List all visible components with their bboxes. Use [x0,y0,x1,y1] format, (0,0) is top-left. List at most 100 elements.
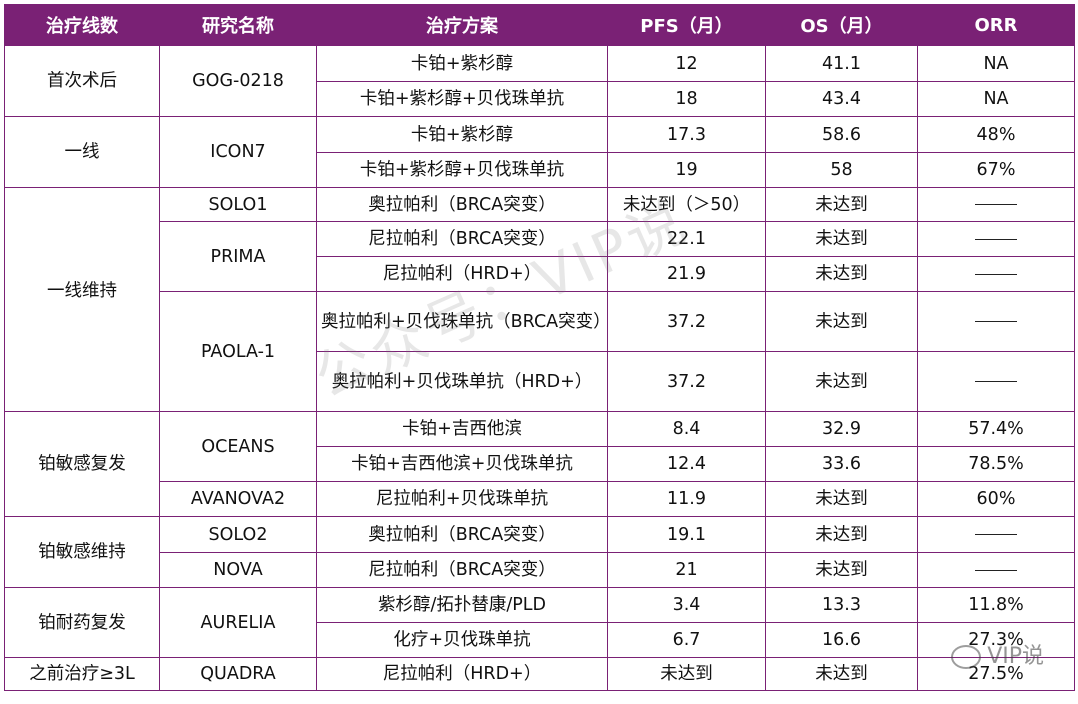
regimen-cell: 奥拉帕利+贝伐珠单抗（BRCA突变） [316,291,611,352]
orr-cell: 27.3% [917,622,1075,658]
orr-cell: 48% [917,116,1075,153]
os-cell: 未达到 [765,221,918,257]
orr-cell: 27.5% [917,657,1075,691]
header-os: OS（月） [765,4,918,46]
trial-table: 治疗线数 研究名称 治疗方案 PFS（月） OS（月） ORR 首次术后 GOG… [4,4,1075,691]
os-cell: 13.3 [765,587,918,623]
table-row: 铂敏感复发 OCEANS 卡铂+吉西他滨 8.4 32.9 57.4% [4,411,1075,517]
orr-cell [917,187,1075,222]
orr-cell [917,256,1075,292]
regimen-cell: 尼拉帕利（HRD+） [316,657,608,691]
table-row: PAOLA-1 奥拉帕利+贝伐珠单抗（BRCA突变） 37.2 未达到 [5,291,1075,412]
study-cell: PAOLA-1 [159,291,317,412]
os-cell: 58.6 [765,116,918,153]
regimen-cell: 奥拉帕利+贝伐珠单抗（HRD+） [316,351,608,412]
table-row: 化疗+贝伐珠单抗 6.7 16.6 27.3% [5,622,1075,658]
pfs-cell: 12 [607,45,766,82]
orr-cell: 11.8% [917,587,1075,623]
header-orr: ORR [917,4,1075,46]
study-cell: QUADRA [159,657,317,691]
pfs-cell: 未达到（＞50） [607,187,766,222]
header-study: 研究名称 [159,4,317,46]
line-cell: 首次术后 [4,45,160,117]
pfs-cell: 17.3 [607,116,766,153]
header-row: 治疗线数 研究名称 治疗方案 PFS（月） OS（月） ORR [4,4,1075,46]
line-cell: 铂耐药复发 [4,587,160,658]
orr-cell [917,291,1075,352]
pfs-cell: 未达到 [607,657,766,691]
regimen-cell: 卡铂+紫杉醇 [316,45,608,82]
table-row: 尼拉帕利（HRD+） 21.9 未达到 [5,256,1075,292]
os-cell: 未达到 [765,256,918,292]
orr-cell: 78.5% [917,446,1075,482]
pfs-cell: 6.7 [607,622,766,658]
table-row: 首次术后 GOG-0218 卡铂+紫杉醇 12 41.1 NA [4,45,1075,117]
regimen-cell: 卡铂+吉西他滨+贝伐珠单抗 [316,446,608,482]
pfs-cell: 8.4 [607,411,766,447]
line-cell: 一线维持 [4,187,160,412]
os-cell: 32.9 [765,411,918,447]
header-pfs: PFS（月） [607,4,766,46]
regimen-cell: 卡铂+紫杉醇+贝伐珠单抗 [316,152,608,188]
dash-mark [975,238,1017,240]
orr-cell: NA [917,45,1075,82]
table-row: 之前治疗≥3L QUADRA 尼拉帕利（HRD+） 未达到 未达到 27.5% [4,657,1075,691]
orr-cell: 60% [917,481,1075,517]
os-cell: 未达到 [765,291,918,352]
pfs-cell: 18 [607,81,766,117]
dash-mark [975,534,1017,535]
dash-mark [975,381,1017,382]
regimen-cell: 卡铂+吉西他滨 [316,411,608,447]
pfs-cell: 19.1 [607,516,766,553]
study-cell: AVANOVA2 [159,481,317,517]
table-row: 一线维持 SOLO1 奥拉帕利（BRCA突变） 未达到（＞50） 未达到 [4,187,1075,412]
pfs-cell: 11.9 [607,481,766,517]
os-cell: 58 [765,152,918,188]
dash-mark [975,273,1017,275]
table-row: AVANOVA2 尼拉帕利+贝伐珠单抗 11.9 未达到 60% [5,481,1075,517]
study-cell: PRIMA [159,221,317,292]
study-cell: SOLO2 [159,516,317,553]
regimen-cell: 卡铂+紫杉醇 [316,116,608,153]
line-cell: 之前治疗≥3L [4,657,160,691]
os-cell: 未达到 [765,351,918,412]
os-cell: 未达到 [765,516,918,553]
os-cell: 41.1 [765,45,918,82]
regimen-cell: 尼拉帕利（BRCA突变） [316,552,608,588]
dash-mark [975,569,1017,571]
line-cell: 一线 [4,116,160,188]
pfs-cell: 37.2 [607,351,766,412]
os-cell: 16.6 [765,622,918,658]
line-cell: 铂敏感复发 [4,411,160,517]
pfs-cell: 19 [607,152,766,188]
table-row: PRIMA 尼拉帕利（BRCA突变） 22.1 未达到 [5,221,1075,292]
dash-mark [975,321,1017,322]
header-regimen: 治疗方案 [316,4,608,46]
regimen-cell: 紫杉醇/拓扑替康/PLD [316,587,608,623]
study-cell: ICON7 [159,116,317,188]
regimen-cell: 奥拉帕利（BRCA突变） [316,187,608,222]
orr-cell [917,221,1075,257]
dash-mark [975,204,1017,205]
os-cell: 未达到 [765,481,918,517]
pfs-cell: 37.2 [607,291,766,352]
table-row: 卡铂+吉西他滨+贝伐珠单抗 12.4 33.6 78.5% [5,446,1075,482]
table-row: 卡铂+紫杉醇+贝伐珠单抗 18 43.4 NA [5,81,1075,117]
regimen-cell: 尼拉帕利（BRCA突变） [316,221,608,257]
orr-cell [917,516,1075,553]
orr-cell: NA [917,81,1075,117]
line-cell: 铂敏感维持 [4,516,160,588]
pfs-cell: 21 [607,552,766,588]
orr-cell [917,552,1075,588]
study-cell: OCEANS [159,411,317,482]
study-cell: GOG-0218 [159,45,317,117]
regimen-cell: 卡铂+紫杉醇+贝伐珠单抗 [316,81,608,117]
pfs-cell: 3.4 [607,587,766,623]
os-cell: 未达到 [765,552,918,588]
table-row: 卡铂+紫杉醇+贝伐珠单抗 19 58 67% [5,152,1075,188]
regimen-cell: 尼拉帕利（HRD+） [316,256,608,292]
orr-cell [917,351,1075,412]
regimen-cell: 尼拉帕利+贝伐珠单抗 [316,481,608,517]
regimen-cell: 奥拉帕利（BRCA突变） [316,516,608,553]
study-cell: AURELIA [159,587,317,658]
